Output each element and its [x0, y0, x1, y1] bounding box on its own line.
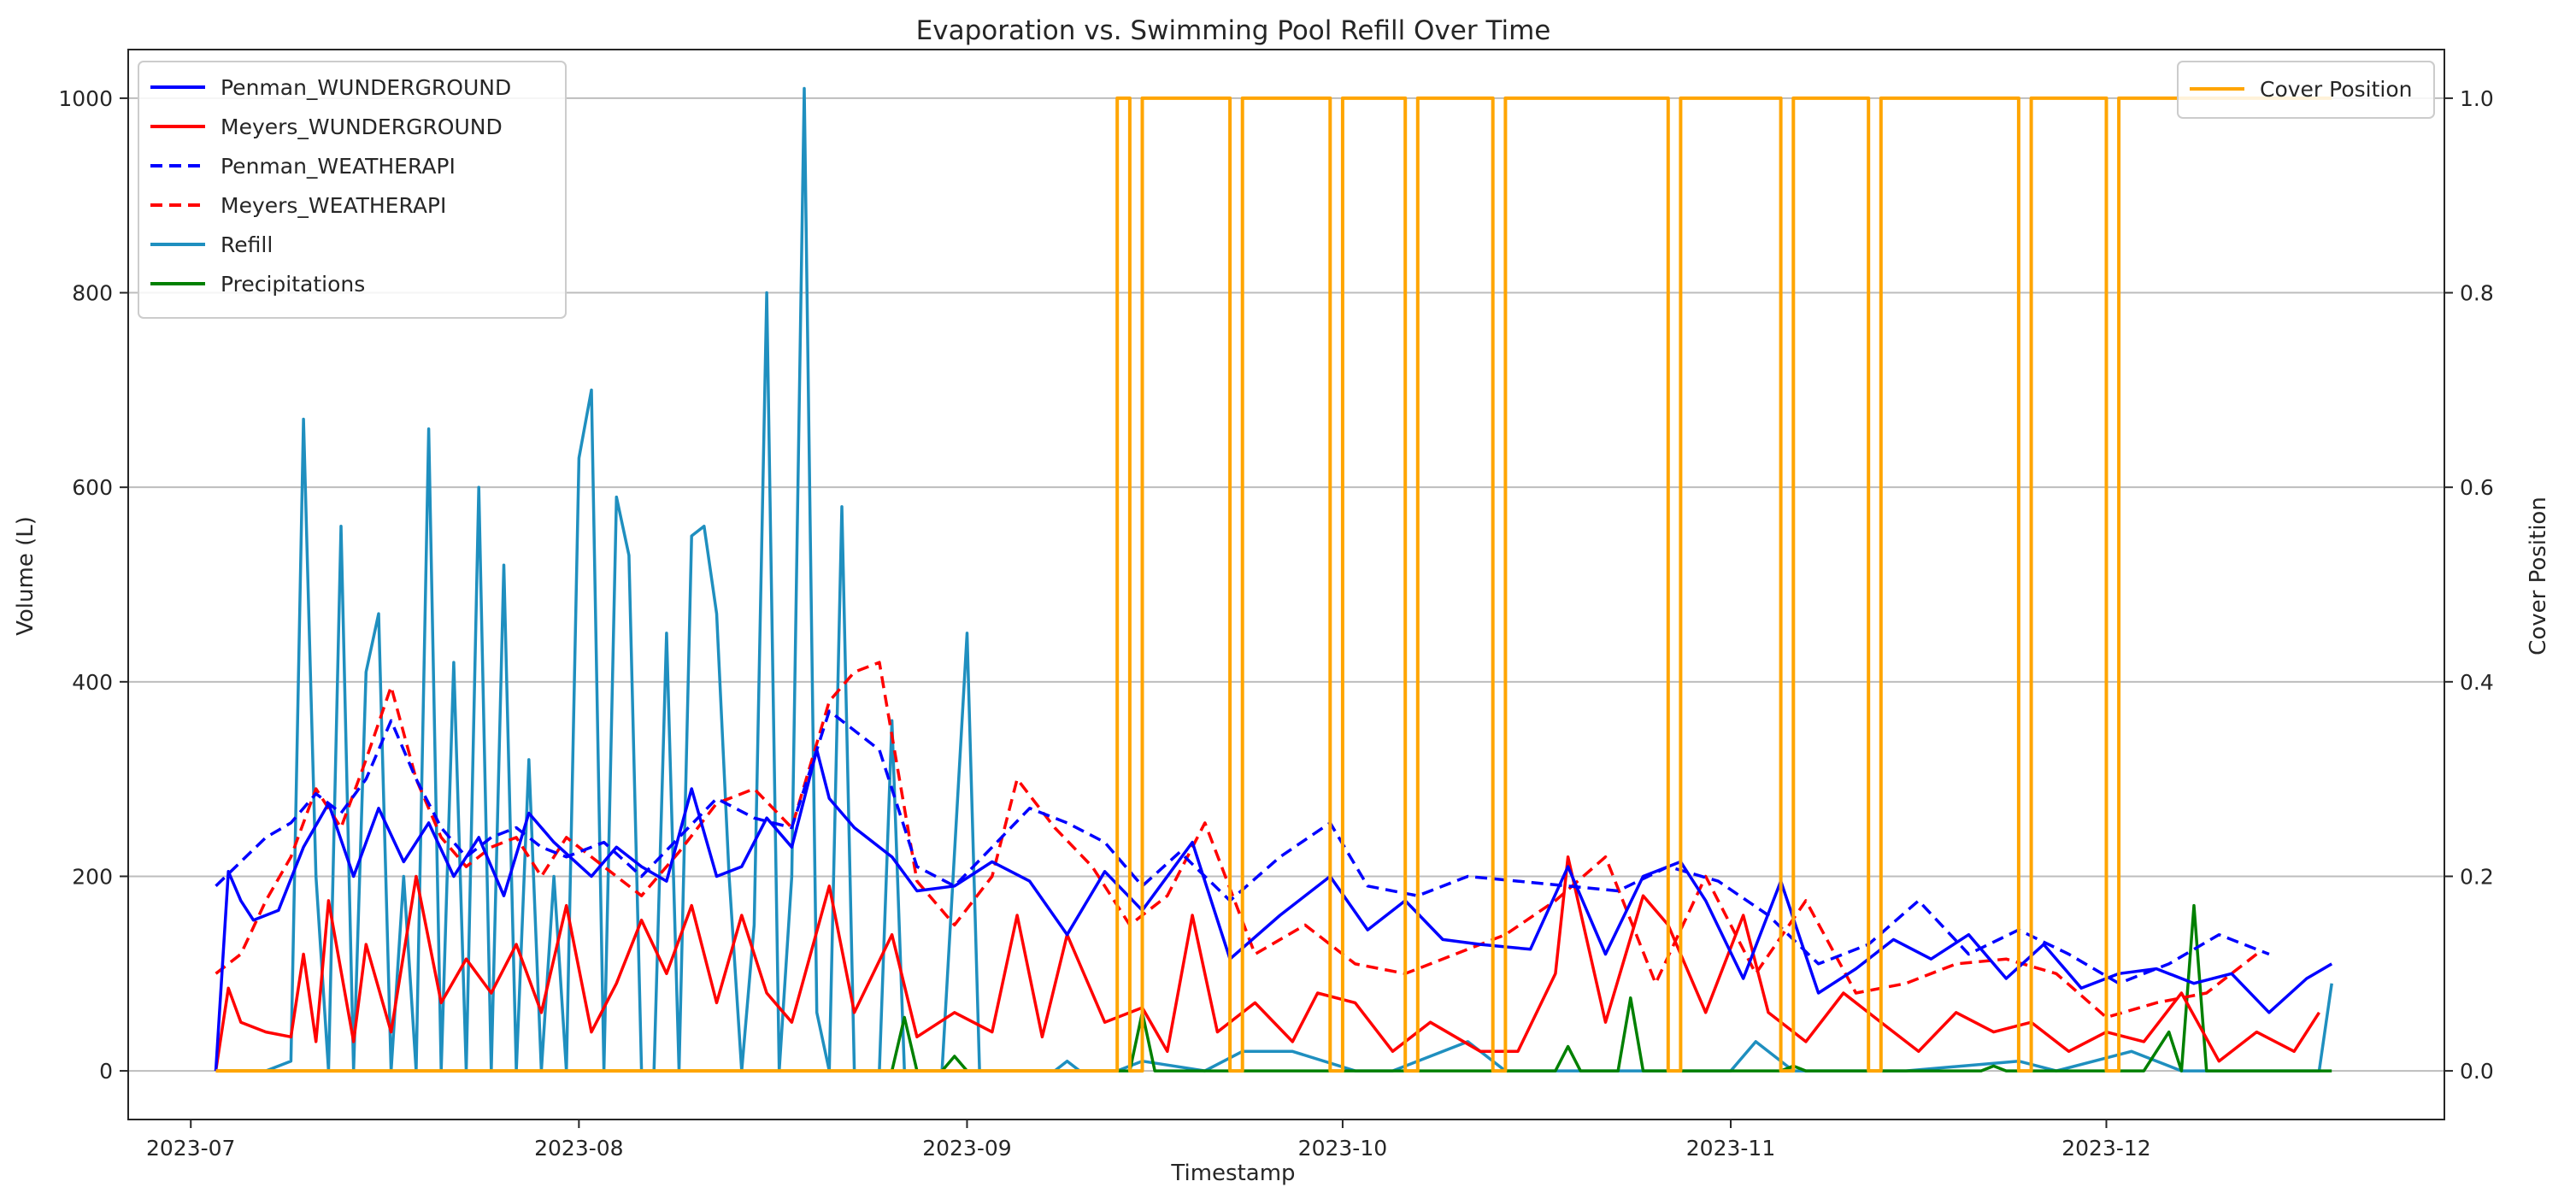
legend-label-4: Refill	[221, 232, 273, 257]
plot-frame	[127, 49, 2445, 1120]
legend-left: Penman_WUNDERGROUND Meyers_WUNDERGROUND Pe…	[138, 61, 567, 319]
x-tick-label-0: 2023-07	[146, 1136, 235, 1161]
legend-left-box	[138, 61, 567, 319]
y2-tick-label-4: 0.8	[2460, 281, 2494, 306]
y-tick-label-0: 0	[99, 1059, 113, 1084]
y2-axis-label: Cover Position	[2526, 497, 2551, 655]
x-tick-label-3: 2023-10	[1298, 1136, 1387, 1161]
legend-right: Cover Position	[2177, 61, 2435, 119]
x-tick-label-5: 2023-12	[2061, 1136, 2150, 1161]
y2-tick-label-5: 1.0	[2460, 86, 2494, 111]
y2-tick-label-1: 0.2	[2460, 864, 2494, 889]
x-axis: 2023-07 2023-08 2023-09 2023-10 2023-11 2023-…	[146, 1120, 2151, 1161]
legend-label-2: Penman_WEATHERAPI	[221, 154, 456, 179]
series-line-meyers-weatherapi	[215, 661, 2258, 1020]
legend-right-label-0: Cover Position	[2260, 77, 2413, 102]
x-tick-label-4: 2023-11	[1686, 1136, 1775, 1161]
x-axis-label: Timestamp	[1170, 1161, 1295, 1186]
series-line-cover-position	[215, 96, 2332, 1073]
legend-label-1: Meyers_WUNDERGROUND	[221, 115, 503, 139]
legend-right-box	[2177, 61, 2435, 119]
x-tick-label-1: 2023-08	[534, 1136, 623, 1161]
series-line-penman-wunderground	[214, 748, 2333, 1072]
series-layer	[214, 86, 2333, 1073]
legend-label-0: Penman_WUNDERGROUND	[221, 75, 511, 100]
x-tick-label-2: 2023-09	[922, 1136, 1011, 1161]
series-line-meyers-wunderground	[214, 855, 2320, 1072]
y-tick-label-1: 200	[72, 864, 113, 889]
chart-title: Evaporation vs. Swimming Pool Refill Ove…	[916, 15, 1551, 46]
y2-tick-label-3: 0.6	[2460, 475, 2494, 500]
y-tick-label-4: 800	[72, 281, 113, 306]
legend-label-5: Precipitations	[221, 272, 365, 297]
legend-label-3: Meyers_WEATHERAPI	[221, 193, 446, 218]
series-line-penman-weatherapi	[215, 709, 2270, 985]
y-axis-left: 0 200 400 600 800 1000	[58, 86, 128, 1084]
y-tick-label-2: 400	[72, 670, 113, 695]
series-line-precipitations	[215, 903, 2332, 1073]
y2-tick-label-2: 0.4	[2460, 670, 2494, 695]
y-tick-label-5: 1000	[58, 86, 113, 111]
y-axis-label: Volume (L)	[13, 516, 38, 636]
y-axis-right: 0.0 0.2 0.4 0.6 0.8 1.0	[2444, 86, 2494, 1084]
y-tick-label-3: 600	[72, 475, 113, 500]
y2-tick-label-0: 0.0	[2460, 1059, 2494, 1084]
